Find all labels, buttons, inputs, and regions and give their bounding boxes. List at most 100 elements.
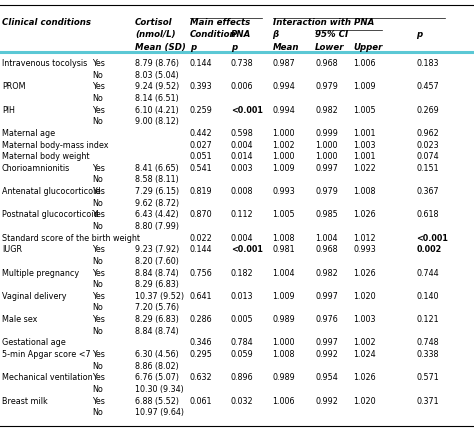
Text: 0.976: 0.976 xyxy=(315,314,338,323)
Text: 0.641: 0.641 xyxy=(190,291,212,300)
Text: 0.286: 0.286 xyxy=(190,314,212,323)
Text: 95% CI: 95% CI xyxy=(315,30,348,39)
Text: 0.989: 0.989 xyxy=(273,314,295,323)
Text: PIH: PIH xyxy=(2,105,15,114)
Text: 10.97 (9.64): 10.97 (9.64) xyxy=(135,407,184,416)
Text: No: No xyxy=(92,175,103,184)
Text: 1.003: 1.003 xyxy=(353,140,375,149)
Text: No: No xyxy=(92,94,103,103)
Text: 0.144: 0.144 xyxy=(190,59,212,68)
Text: β: β xyxy=(273,30,279,39)
Text: 0.004: 0.004 xyxy=(231,140,253,149)
Text: 0.954: 0.954 xyxy=(315,372,338,381)
Text: 0.987: 0.987 xyxy=(273,59,295,68)
Text: Mean: Mean xyxy=(273,43,299,52)
Text: 0.981: 0.981 xyxy=(273,245,295,254)
Text: 0.541: 0.541 xyxy=(190,163,212,172)
Text: 9.23 (7.92): 9.23 (7.92) xyxy=(135,245,179,254)
Text: 0.059: 0.059 xyxy=(231,349,254,358)
Text: Breast milk: Breast milk xyxy=(2,396,48,405)
Text: 8.20 (7.60): 8.20 (7.60) xyxy=(135,256,179,265)
Text: 1.005: 1.005 xyxy=(353,105,376,114)
Text: No: No xyxy=(92,303,103,312)
Text: 10.30 (9.34): 10.30 (9.34) xyxy=(135,384,184,393)
Text: 1.000: 1.000 xyxy=(315,152,337,161)
Text: 0.784: 0.784 xyxy=(231,338,254,347)
Text: Gestational age: Gestational age xyxy=(2,338,65,347)
Text: <0.001: <0.001 xyxy=(231,245,263,254)
Text: Male sex: Male sex xyxy=(2,314,37,323)
Text: 8.79 (8.76): 8.79 (8.76) xyxy=(135,59,179,68)
Text: Yes: Yes xyxy=(92,268,105,277)
Text: 0.457: 0.457 xyxy=(416,82,439,91)
Text: 0.008: 0.008 xyxy=(231,187,253,196)
Text: 0.005: 0.005 xyxy=(231,314,254,323)
Text: 1.020: 1.020 xyxy=(353,396,376,405)
Text: 9.62 (8.72): 9.62 (8.72) xyxy=(135,198,179,207)
Text: 0.997: 0.997 xyxy=(315,163,338,172)
Text: 1.012: 1.012 xyxy=(353,233,376,242)
Text: Intravenous tocolysis: Intravenous tocolysis xyxy=(2,59,87,68)
Text: 0.744: 0.744 xyxy=(416,268,439,277)
Text: 0.819: 0.819 xyxy=(190,187,212,196)
Text: 0.985: 0.985 xyxy=(315,210,338,219)
Text: Postnatal glucocorticoid: Postnatal glucocorticoid xyxy=(2,210,99,219)
Text: 1.001: 1.001 xyxy=(353,129,375,138)
Text: 1.009: 1.009 xyxy=(353,82,376,91)
Text: 0.982: 0.982 xyxy=(315,268,338,277)
Text: <0.001: <0.001 xyxy=(231,105,263,114)
Text: 0.997: 0.997 xyxy=(315,338,338,347)
Text: 1.000: 1.000 xyxy=(273,152,295,161)
Text: No: No xyxy=(92,384,103,393)
Text: 0.994: 0.994 xyxy=(273,105,295,114)
Text: 0.393: 0.393 xyxy=(190,82,212,91)
Text: 0.183: 0.183 xyxy=(416,59,438,68)
Text: No: No xyxy=(92,280,103,289)
Text: Main effects: Main effects xyxy=(190,18,250,27)
Text: 0.121: 0.121 xyxy=(416,314,439,323)
Text: Mechanical ventilation: Mechanical ventilation xyxy=(2,372,92,381)
Text: No: No xyxy=(92,326,103,335)
Text: 6.30 (4.56): 6.30 (4.56) xyxy=(135,349,179,358)
Text: 0.989: 0.989 xyxy=(273,372,295,381)
Text: Upper: Upper xyxy=(353,43,383,52)
Text: 1.002: 1.002 xyxy=(353,338,376,347)
Text: 1.001: 1.001 xyxy=(353,152,375,161)
Text: 0.003: 0.003 xyxy=(231,163,253,172)
Text: Maternal age: Maternal age xyxy=(2,129,55,138)
Text: Chorioamnionitis: Chorioamnionitis xyxy=(2,163,70,172)
Text: 0.993: 0.993 xyxy=(353,245,376,254)
Text: 0.151: 0.151 xyxy=(416,163,439,172)
Text: Mean (SD): Mean (SD) xyxy=(135,43,186,52)
Text: 8.86 (8.02): 8.86 (8.02) xyxy=(135,361,179,370)
Text: 1.009: 1.009 xyxy=(273,163,295,172)
Text: 1.008: 1.008 xyxy=(273,233,295,242)
Text: Clinical conditions: Clinical conditions xyxy=(2,18,91,27)
Text: 0.997: 0.997 xyxy=(315,291,338,300)
Text: IUGR: IUGR xyxy=(2,245,22,254)
Text: No: No xyxy=(92,71,103,80)
Text: Yes: Yes xyxy=(92,210,105,219)
Text: 0.618: 0.618 xyxy=(416,210,438,219)
Text: 9.00 (8.12): 9.00 (8.12) xyxy=(135,117,179,126)
Text: Yes: Yes xyxy=(92,291,105,300)
Text: 1.022: 1.022 xyxy=(353,163,376,172)
Text: Multiple pregnancy: Multiple pregnancy xyxy=(2,268,79,277)
Text: 0.112: 0.112 xyxy=(231,210,254,219)
Text: Maternal body weight: Maternal body weight xyxy=(2,152,90,161)
Text: Yes: Yes xyxy=(92,59,105,68)
Text: 1.004: 1.004 xyxy=(273,268,295,277)
Text: No: No xyxy=(92,221,103,230)
Text: Yes: Yes xyxy=(92,349,105,358)
Text: 8.41 (6.65): 8.41 (6.65) xyxy=(135,163,179,172)
Text: 0.748: 0.748 xyxy=(416,338,439,347)
Text: 1.006: 1.006 xyxy=(273,396,295,405)
Text: Yes: Yes xyxy=(92,314,105,323)
Text: 1.006: 1.006 xyxy=(353,59,375,68)
Text: 9.24 (9.52): 9.24 (9.52) xyxy=(135,82,179,91)
Text: 1.008: 1.008 xyxy=(273,349,295,358)
Text: Yes: Yes xyxy=(92,245,105,254)
Text: 5-min Apgar score <7: 5-min Apgar score <7 xyxy=(2,349,91,358)
Text: Yes: Yes xyxy=(92,163,105,172)
Text: Yes: Yes xyxy=(92,396,105,405)
